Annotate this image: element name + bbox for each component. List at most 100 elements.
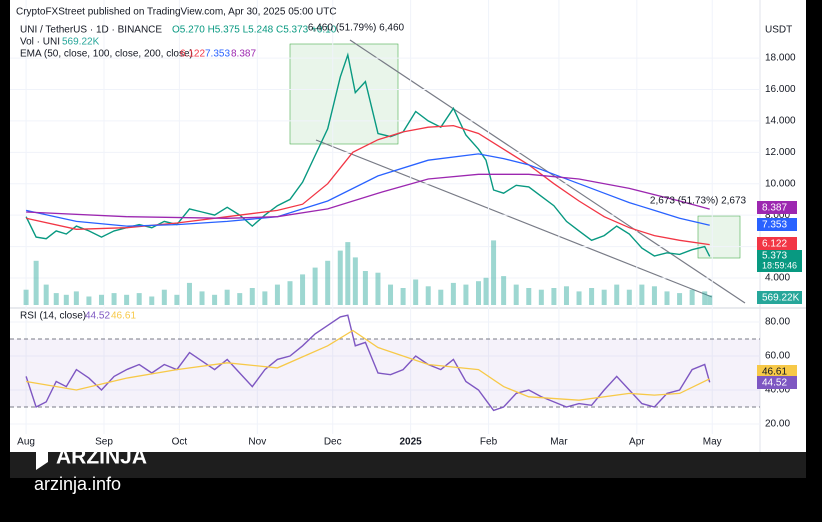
y-tick-label: 10.000 bbox=[765, 178, 796, 189]
brand: ARZINJA bbox=[56, 446, 147, 469]
volume-bar bbox=[63, 294, 69, 305]
price-tag bbox=[757, 218, 797, 231]
volume-bar bbox=[614, 284, 620, 305]
volume-bar bbox=[651, 286, 657, 305]
logo-icon bbox=[36, 438, 48, 470]
x-tick-label: Dec bbox=[324, 437, 342, 448]
plot: 4.0006.0008.00010.00012.00014.00016.0001… bbox=[10, 0, 796, 448]
price-tag-label: 44.52 bbox=[762, 378, 787, 389]
volume-bar bbox=[563, 286, 569, 305]
y-tick-label: 4.000 bbox=[765, 273, 790, 284]
volume-bar bbox=[538, 289, 544, 305]
volume-bar bbox=[400, 288, 406, 305]
price-tag-label: 8.387 bbox=[762, 203, 787, 214]
series-line bbox=[26, 173, 710, 219]
volume-bar bbox=[199, 291, 205, 305]
volume-bar bbox=[576, 291, 582, 305]
y-tick-label: 60.00 bbox=[765, 351, 790, 362]
ema50: 6.122 bbox=[180, 49, 205, 60]
volume-bar bbox=[262, 291, 268, 305]
volume-bar bbox=[425, 286, 431, 305]
volume-bar bbox=[161, 289, 167, 305]
rsi-value: 44.52 bbox=[85, 311, 110, 322]
volume-bar bbox=[702, 291, 708, 305]
ema200: 8.387 bbox=[231, 49, 256, 60]
ema-label: EMA (50, close, 100, close, 200, close) bbox=[20, 49, 193, 60]
measure-box bbox=[697, 215, 741, 259]
site: arzinja.info bbox=[34, 474, 121, 494]
volume-bar bbox=[111, 293, 117, 305]
volume-bar bbox=[325, 260, 331, 305]
y-tick-label: 12.000 bbox=[765, 147, 796, 158]
volume-bar bbox=[483, 277, 489, 305]
volume-bar bbox=[413, 279, 419, 305]
x-tick-label: Aug bbox=[17, 437, 35, 448]
price-tag bbox=[757, 250, 802, 272]
x-tick-label: Sep bbox=[95, 437, 113, 448]
volume-bar bbox=[345, 242, 351, 305]
volume-bar bbox=[186, 282, 192, 305]
rsi-label: RSI (14, close) bbox=[20, 311, 86, 322]
x-tick-label: May bbox=[703, 437, 722, 448]
price-tag bbox=[757, 291, 802, 304]
vol-label: Vol · UNI bbox=[20, 37, 60, 48]
volume-bar bbox=[551, 288, 557, 305]
trend-line bbox=[315, 139, 713, 298]
volume-bar bbox=[124, 294, 130, 305]
price-tag bbox=[757, 376, 797, 389]
currency: USDT bbox=[765, 25, 792, 36]
volume-bar bbox=[149, 296, 155, 305]
y-tick-label: 20.00 bbox=[765, 419, 790, 430]
volume-bar bbox=[677, 293, 683, 305]
volume-bar bbox=[249, 288, 255, 305]
volume-bar bbox=[388, 284, 394, 305]
volume-bar bbox=[601, 289, 607, 305]
volume-bar bbox=[224, 289, 230, 305]
footer-band bbox=[10, 452, 806, 478]
volume-bar bbox=[626, 289, 632, 305]
volume-bar bbox=[274, 284, 280, 305]
volume-bar bbox=[23, 289, 29, 305]
volume-bar bbox=[136, 293, 142, 305]
series-line bbox=[25, 153, 710, 227]
volume-bar bbox=[362, 271, 368, 305]
x-tick-label: Feb bbox=[480, 437, 498, 448]
volume-bar bbox=[664, 291, 670, 305]
volume-bar bbox=[98, 294, 104, 305]
volume-bar bbox=[43, 284, 49, 305]
y-tick-label: 8.000 bbox=[765, 210, 790, 221]
volume-bar bbox=[73, 291, 79, 305]
y-tick-label: 16.000 bbox=[765, 84, 796, 95]
volume-bar bbox=[53, 293, 59, 305]
volume-bar bbox=[86, 296, 92, 305]
volume-bar bbox=[589, 288, 595, 305]
x-tick-label: Nov bbox=[248, 437, 266, 448]
series-line bbox=[25, 124, 710, 246]
price-tag bbox=[757, 237, 797, 250]
symbol: UNI / TetherUS · 1D · BINANCE bbox=[20, 25, 162, 36]
price-tag bbox=[757, 201, 797, 214]
price-tag-label: 569.22K bbox=[762, 293, 800, 304]
volume-bar bbox=[639, 284, 645, 305]
volume-bar bbox=[312, 267, 318, 305]
ohlc: O5.270 H5.375 L5.248 C5.373 +0.10 bbox=[172, 25, 337, 36]
volume-bar bbox=[491, 240, 497, 305]
volume-bar bbox=[475, 281, 481, 305]
y-tick-label: 14.000 bbox=[765, 116, 796, 127]
volume-bar bbox=[33, 260, 39, 305]
volume-bar bbox=[513, 284, 519, 305]
price-tag-label: 7.353 bbox=[762, 220, 787, 231]
annotation: 6,460 (51.79%) 6,460 bbox=[308, 23, 405, 34]
volume-bar bbox=[212, 294, 218, 305]
volume-bar bbox=[707, 295, 713, 305]
volume-bar bbox=[450, 282, 456, 305]
ema100: 7.353 bbox=[205, 49, 230, 60]
volume-bar bbox=[438, 289, 444, 305]
countdown: 18:59:46 bbox=[762, 260, 797, 270]
series-line bbox=[25, 314, 711, 412]
volume-bar bbox=[501, 276, 507, 305]
y-tick-label: 18.000 bbox=[765, 53, 796, 64]
x-tick-label: Apr bbox=[629, 437, 645, 448]
